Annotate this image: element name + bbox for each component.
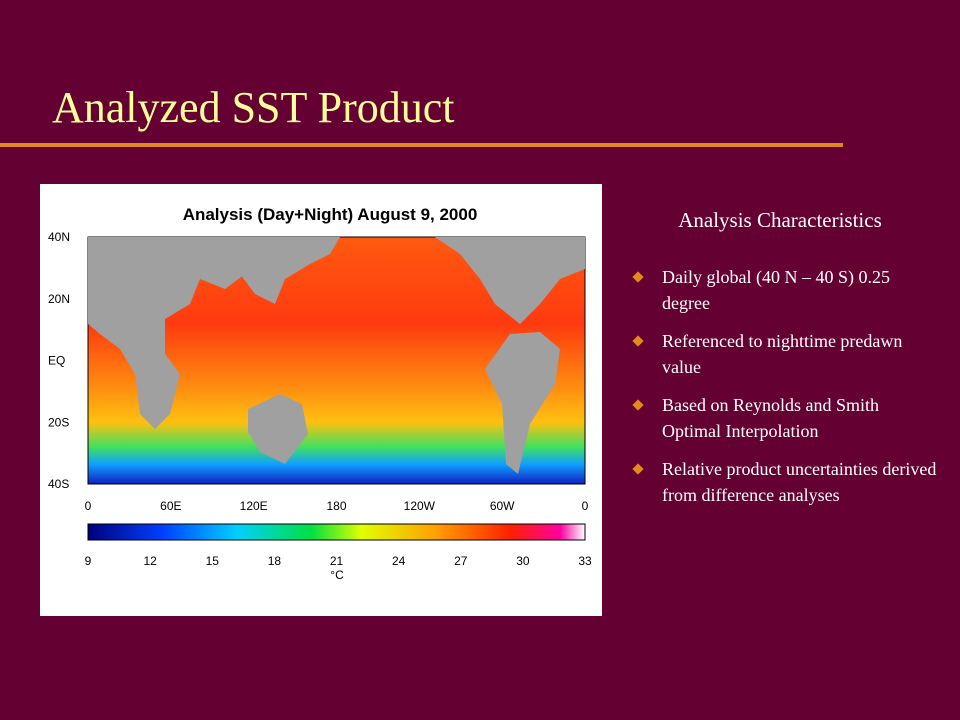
bullet-marker bbox=[632, 335, 644, 347]
lat-label: 20N bbox=[48, 292, 70, 306]
lon-label: 0 bbox=[85, 499, 92, 513]
bullet-text: Relative product uncertainties derived f… bbox=[662, 459, 937, 505]
colorbar-tick: 9 bbox=[85, 554, 92, 568]
colorbar-tick: 18 bbox=[268, 554, 282, 568]
colorbar bbox=[87, 523, 586, 541]
lon-label: 180 bbox=[326, 499, 346, 513]
land bbox=[88, 237, 585, 474]
lon-label: 60W bbox=[490, 499, 515, 513]
bullet-item: Daily global (40 N – 40 S) 0.25 degree bbox=[632, 264, 942, 316]
slide-title: Analyzed SST Product bbox=[52, 83, 455, 132]
figure: Analysis (Day+Night) August 9, 2000 °C 4… bbox=[40, 184, 602, 616]
colorbar-tick: 21 bbox=[330, 554, 344, 568]
colorbar-tick: 30 bbox=[516, 554, 530, 568]
colorbar-tick: 12 bbox=[143, 554, 157, 568]
sidebar-heading: Analysis Characteristics bbox=[678, 208, 882, 232]
colorbar-tick: 15 bbox=[206, 554, 220, 568]
bullet-marker bbox=[632, 399, 644, 411]
title-rule bbox=[0, 143, 843, 147]
bullet-text: Referenced to nighttime predawn value bbox=[662, 331, 903, 377]
bullet-list: Daily global (40 N – 40 S) 0.25 degree Re… bbox=[632, 264, 942, 520]
lat-label: EQ bbox=[48, 354, 65, 368]
figure-title: Analysis (Day+Night) August 9, 2000 bbox=[183, 205, 478, 224]
lon-label: 0 bbox=[582, 499, 589, 513]
lat-label: 40S bbox=[48, 477, 69, 491]
bullet-item: Based on Reynolds and Smith Optimal Inte… bbox=[632, 392, 942, 444]
lat-label: 40N bbox=[48, 230, 70, 244]
lon-label: 120E bbox=[240, 499, 268, 513]
bullet-item: Referenced to nighttime predawn value bbox=[632, 328, 942, 380]
colorbar-tick: 27 bbox=[454, 554, 468, 568]
colorbar-unit: °C bbox=[330, 568, 344, 582]
bullet-marker bbox=[632, 463, 644, 475]
lon-label: 120W bbox=[404, 499, 436, 513]
sst-map: Analysis (Day+Night) August 9, 2000 °C 4… bbox=[48, 205, 592, 582]
lon-label: 60E bbox=[160, 499, 181, 513]
colorbar-tick: 33 bbox=[578, 554, 592, 568]
bullet-item: Relative product uncertainties derived f… bbox=[632, 456, 942, 508]
bullet-marker bbox=[632, 271, 644, 283]
lat-label: 20S bbox=[48, 415, 69, 429]
colorbar-tick: 24 bbox=[392, 554, 406, 568]
bullet-text: Daily global (40 N – 40 S) 0.25 degree bbox=[662, 267, 890, 313]
bullet-text: Based on Reynolds and Smith Optimal Inte… bbox=[662, 395, 879, 441]
